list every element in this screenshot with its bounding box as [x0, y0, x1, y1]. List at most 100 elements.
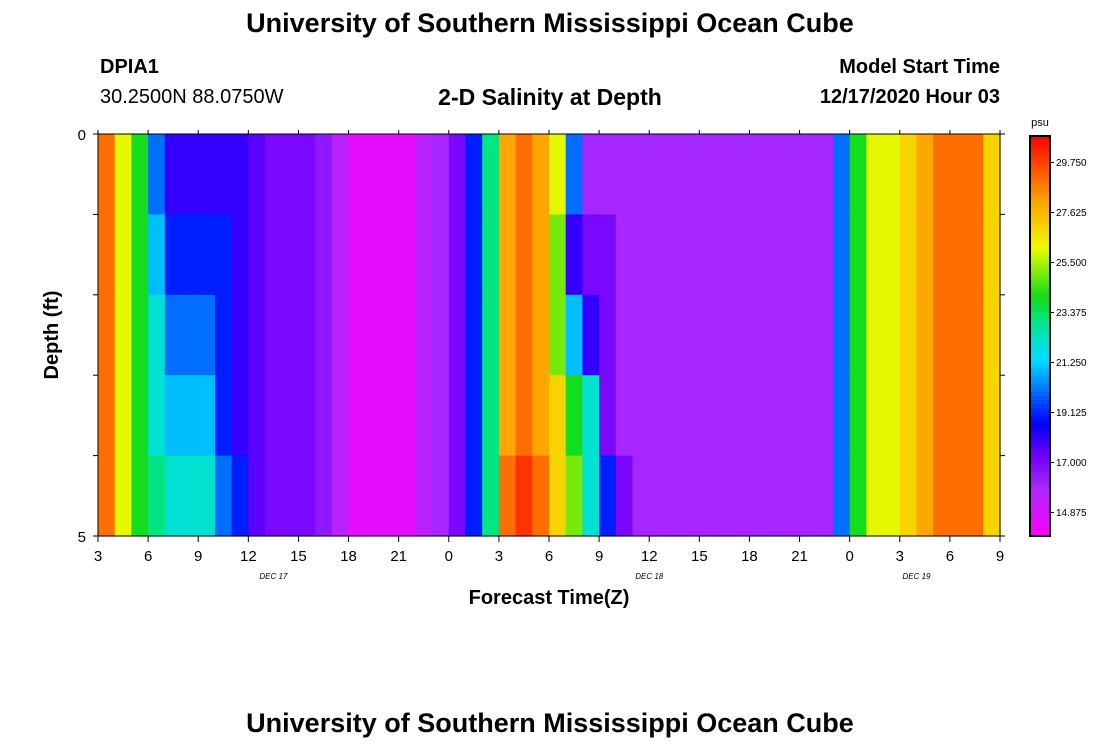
x-tick-label: 21 — [791, 548, 808, 565]
x-tick-label: 9 — [194, 548, 202, 565]
colorbar-tick-label: 21.250 — [1056, 358, 1087, 369]
colorbar-segment — [1030, 168, 1050, 173]
heatmap-cell — [665, 455, 684, 537]
heatmap-cell — [482, 214, 500, 296]
colorbar-segment — [1030, 136, 1050, 141]
heatmap-cell — [682, 375, 700, 457]
heatmap-cell — [949, 134, 968, 215]
colorbar-segment — [1030, 508, 1050, 513]
colorbar-segment — [1030, 448, 1050, 453]
heatmap-cell — [782, 455, 801, 537]
colorbar-segment — [1030, 288, 1050, 293]
heatmap-cell — [448, 134, 467, 215]
heatmap-cell — [766, 375, 784, 457]
heatmap-cell — [498, 134, 517, 215]
colorbar-segment — [1030, 344, 1050, 349]
colorbar-segment — [1030, 276, 1050, 281]
heatmap-cell — [331, 134, 350, 215]
heatmap-cell — [632, 294, 650, 376]
heatmap-cell — [448, 375, 467, 457]
x-tick-label: 6 — [545, 548, 553, 565]
heatmap-cell — [582, 455, 600, 537]
heatmap-cell — [582, 294, 600, 376]
heatmap-cell — [983, 294, 1001, 376]
x-tick-label: 21 — [390, 548, 407, 565]
heatmap-cell — [131, 134, 149, 215]
heatmap-cell — [515, 375, 533, 457]
colorbar-segment — [1030, 384, 1050, 389]
heatmap-cell — [832, 294, 851, 376]
colorbar-segment — [1030, 272, 1050, 277]
heatmap-cell — [498, 455, 517, 537]
heatmap-cell — [315, 214, 333, 296]
heatmap-cell — [866, 214, 884, 296]
heatmap-cell — [381, 134, 400, 215]
heatmap-cell — [248, 455, 266, 537]
colorbar-segment — [1030, 160, 1050, 165]
heatmap-cell — [899, 375, 918, 457]
heatmap-cell — [415, 134, 433, 215]
heatmap-cell — [599, 214, 617, 296]
heatmap-cell — [265, 294, 283, 376]
y-tick-label: 0 — [78, 127, 86, 144]
colorbar-segment — [1030, 392, 1050, 397]
heatmap-cell — [532, 294, 550, 376]
colorbar-segment — [1030, 156, 1050, 161]
heatmap-cell — [365, 375, 383, 457]
heatmap-cell — [799, 214, 817, 296]
x-date-label: DEC 19 — [902, 572, 931, 581]
heatmap-cell — [599, 455, 617, 537]
heatmap-cell — [699, 294, 717, 376]
colorbar-tick-label: 25.500 — [1056, 258, 1087, 269]
colorbar-segment — [1030, 400, 1050, 405]
colorbar-segment — [1030, 512, 1050, 517]
heatmap-cell — [732, 214, 751, 296]
heatmap-cell — [549, 455, 567, 537]
heatmap-cell — [298, 455, 316, 537]
heatmap-cell — [883, 134, 901, 215]
colorbar-segment — [1030, 440, 1050, 445]
heatmap-cell — [148, 455, 166, 537]
colorbar-segment — [1030, 196, 1050, 201]
heatmap-cell — [265, 375, 283, 457]
colorbar-segment — [1030, 296, 1050, 301]
heatmap-cell — [331, 375, 350, 457]
heatmap-cell — [916, 214, 934, 296]
heatmap-cell — [231, 294, 249, 376]
heatmap-cell — [315, 455, 333, 537]
x-tick-label: 0 — [445, 548, 453, 565]
x-tick-label: 3 — [896, 548, 904, 565]
heatmap-cell — [181, 375, 199, 457]
x-tick-label: 12 — [641, 548, 658, 565]
station-coordinates: 30.2500N 88.0750W — [100, 86, 284, 108]
model-start-value: 12/17/2020 Hour 03 — [819, 86, 1000, 108]
heatmap-cell — [849, 214, 867, 296]
colorbar-segment — [1030, 436, 1050, 441]
heatmap-cell — [381, 214, 400, 296]
x-tick-label: 6 — [946, 548, 954, 565]
heatmap-cell — [231, 134, 249, 215]
colorbar-segment — [1030, 444, 1050, 449]
heatmap-cell — [883, 375, 901, 457]
heatmap-cell — [916, 134, 934, 215]
heatmap-cell — [465, 455, 483, 537]
colorbar-segment — [1030, 148, 1050, 153]
colorbar-segment — [1030, 332, 1050, 337]
heatmap-cell — [949, 294, 968, 376]
colorbar-segment — [1030, 500, 1050, 505]
heatmap-cell — [766, 455, 784, 537]
heatmap-cell — [148, 375, 166, 457]
heatmap-cell — [649, 455, 667, 537]
heatmap-cell — [599, 375, 617, 457]
heatmap-cell — [131, 294, 149, 376]
heatmap-cell — [766, 214, 784, 296]
heatmap-cell — [365, 134, 383, 215]
colorbar-segment — [1030, 184, 1050, 189]
heatmap-cell — [565, 294, 583, 376]
heatmap-cell — [398, 375, 416, 457]
x-tick-label: 15 — [290, 548, 307, 565]
heatmap-cell — [565, 375, 583, 457]
colorbar-segment — [1030, 204, 1050, 209]
heatmap-cell — [315, 134, 333, 215]
heatmap-cell — [682, 455, 700, 537]
